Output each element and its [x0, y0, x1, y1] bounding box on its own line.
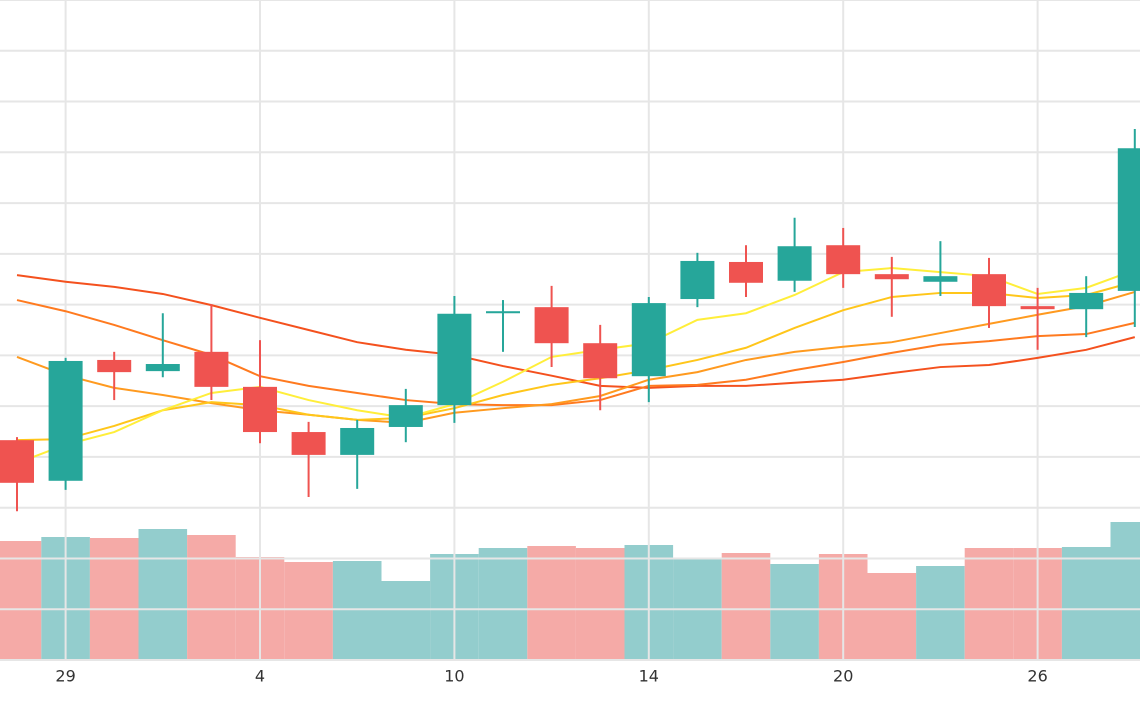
x-tick-label: 26 — [1027, 667, 1047, 686]
volume-bar — [478, 548, 528, 660]
candle-body — [826, 245, 861, 275]
candle-body — [48, 360, 83, 481]
volume-bar — [332, 561, 382, 660]
x-tick-label: 29 — [55, 667, 75, 686]
candle-body — [486, 311, 520, 314]
volume-bar — [527, 546, 576, 660]
candle-body — [145, 364, 180, 372]
x-tick-label: 4 — [255, 667, 265, 686]
candle-body — [1069, 292, 1104, 310]
candle-body — [291, 432, 326, 455]
candle-body — [243, 386, 277, 433]
candle-body — [680, 260, 715, 300]
volume-bar — [721, 553, 771, 660]
candle-body — [729, 261, 763, 283]
volume-bar — [138, 529, 188, 660]
candle-body — [874, 274, 909, 280]
x-tick-label: 20 — [833, 667, 853, 686]
candle-body — [1117, 148, 1140, 291]
volume-bar — [89, 538, 139, 660]
volume-bar — [187, 535, 236, 660]
candle-body — [194, 351, 229, 387]
candle-body — [534, 307, 569, 344]
ma-line — [16, 280, 1136, 442]
ma-line — [16, 267, 1136, 464]
volume-bar — [284, 562, 333, 660]
ma-line — [16, 290, 1136, 424]
volume-bar — [916, 566, 965, 660]
candle-body — [777, 246, 812, 281]
volume-bar — [867, 573, 917, 660]
volume-bar — [770, 564, 819, 660]
volume-bar — [1110, 522, 1140, 660]
x-tick-label: 14 — [639, 667, 659, 686]
volume-bar — [964, 548, 1014, 660]
candle-body — [631, 303, 666, 377]
volume-bar — [0, 541, 42, 660]
candle-body — [97, 359, 132, 373]
candle-body — [388, 405, 423, 427]
candle-body — [437, 313, 472, 406]
candle-body — [583, 343, 618, 379]
volume-bar — [381, 581, 431, 660]
x-tick-label: 10 — [444, 667, 464, 686]
candle-body — [972, 274, 1006, 307]
candle-body — [0, 440, 34, 483]
volume-bar — [575, 548, 625, 660]
volume-bar — [1061, 547, 1111, 660]
candle-body — [340, 427, 375, 455]
candle-body — [1020, 306, 1055, 310]
candle-body — [923, 276, 958, 282]
